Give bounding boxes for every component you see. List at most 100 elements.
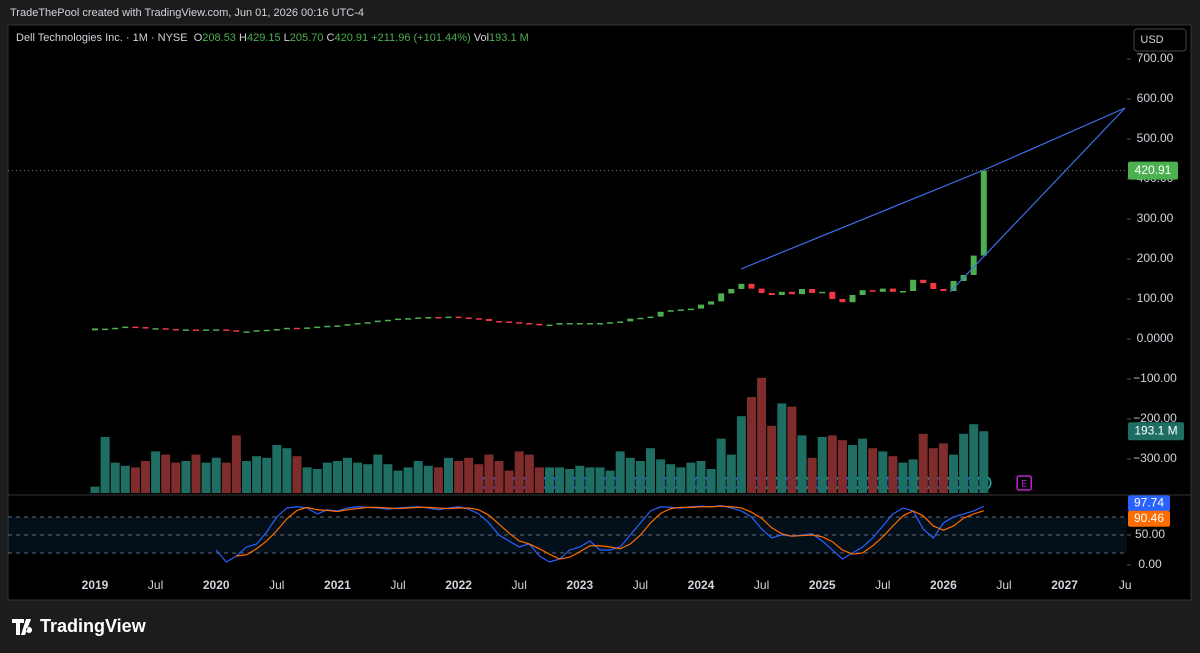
symbol: Dell Technologies Inc. · 1M · NYSE [16, 32, 188, 44]
candle [667, 310, 674, 312]
candle [869, 290, 876, 292]
candle [304, 327, 311, 329]
candle [253, 330, 260, 332]
x-tick-label: Jul [996, 578, 1011, 592]
candle [233, 330, 240, 332]
volume-bar [898, 462, 908, 493]
volume-bar [736, 416, 746, 493]
x-tick-label: 2027 [1051, 578, 1078, 592]
volume-bar [767, 425, 777, 493]
x-tick-label: Jul [148, 578, 163, 592]
candle [879, 288, 886, 292]
y-tick-label: 600.00 [1137, 91, 1174, 105]
volume-bar [908, 459, 918, 493]
volume-key: Vol [473, 32, 490, 44]
candle [839, 299, 846, 303]
legend: Dell Technologies Inc. · 1M · NYSE O 208.… [16, 32, 529, 44]
candle [122, 326, 129, 329]
band-fill [8, 516, 1127, 553]
candle [435, 317, 442, 319]
y-tick-label: 50.00 [1135, 527, 1165, 541]
value-badge [1128, 510, 1170, 527]
volume-bar [110, 462, 120, 493]
candle [900, 291, 906, 293]
x-tick-label: 2024 [688, 578, 715, 592]
candle [748, 283, 755, 289]
volume-bar [433, 467, 443, 493]
plot: 700.00600.00500.00400.00300.00200.00100.… [8, 51, 1177, 592]
candle [526, 323, 533, 325]
event-marker [1016, 475, 1032, 491]
volume-bar [797, 435, 807, 493]
volume-badge-text: 193.1 M [1134, 423, 1177, 437]
legend-key: H [239, 32, 247, 44]
volume-bar [837, 440, 847, 493]
volume-bar [211, 457, 221, 493]
candle [768, 293, 775, 295]
candle [627, 318, 634, 322]
volume-bar [171, 462, 181, 493]
candle [597, 323, 603, 325]
candle [203, 329, 210, 331]
volume-bar [353, 462, 363, 493]
volume-bar [716, 438, 726, 493]
volume-bar [555, 467, 565, 493]
candle [799, 289, 805, 295]
volume-bar [343, 457, 352, 493]
volume-bar [615, 451, 625, 493]
candle [415, 317, 422, 319]
candle [425, 317, 432, 319]
volume-bar [242, 461, 251, 493]
volume-bar [120, 465, 130, 493]
candle [506, 321, 513, 323]
y-tick-label: 300.00 [1137, 211, 1174, 225]
candle [546, 324, 553, 327]
candle [930, 283, 937, 289]
volume-bar [545, 467, 554, 493]
volume-bar [575, 465, 585, 493]
y-tick-label: 100.00 [1137, 291, 1174, 305]
volume-bar [363, 464, 373, 493]
candle [687, 308, 694, 311]
candle [566, 323, 573, 325]
candle [758, 288, 765, 293]
x-tick-label: Jul [512, 578, 527, 592]
volume-bar [757, 377, 767, 493]
x-tick-label: Jul [633, 578, 648, 592]
volume-bar [928, 448, 938, 493]
volume-bar [464, 457, 474, 493]
volume-bar [494, 461, 504, 493]
value-badge-text: 97.74 [1134, 496, 1164, 510]
candle [162, 328, 169, 330]
footer: TradingView [40, 616, 147, 636]
volume-bar [181, 461, 191, 493]
volume-bar [201, 462, 211, 493]
candle [940, 289, 947, 291]
candle [142, 327, 149, 329]
volume-bar [130, 467, 140, 493]
x-tick-label: 2025 [809, 578, 836, 592]
x-tick-label: 2026 [930, 578, 957, 592]
volume-bar [504, 470, 514, 493]
candle [112, 327, 119, 330]
volume-bar [524, 454, 534, 493]
candle [980, 170, 987, 256]
volume-bar [726, 454, 736, 493]
volume-bar [979, 431, 989, 493]
candle [172, 329, 179, 331]
candle [950, 281, 957, 291]
volume-bar [403, 467, 413, 493]
candle [182, 329, 189, 331]
volume-bar [373, 454, 383, 493]
legend-value: 205.70 [289, 32, 324, 44]
currency-button[interactable] [1133, 28, 1187, 52]
candle [294, 327, 300, 330]
volume-bar [272, 445, 282, 493]
volume-bar [787, 406, 797, 493]
volume-bar [969, 424, 979, 493]
volume-bar [262, 457, 272, 493]
candle [475, 318, 482, 320]
x-tick-label: Ju [1119, 578, 1132, 592]
